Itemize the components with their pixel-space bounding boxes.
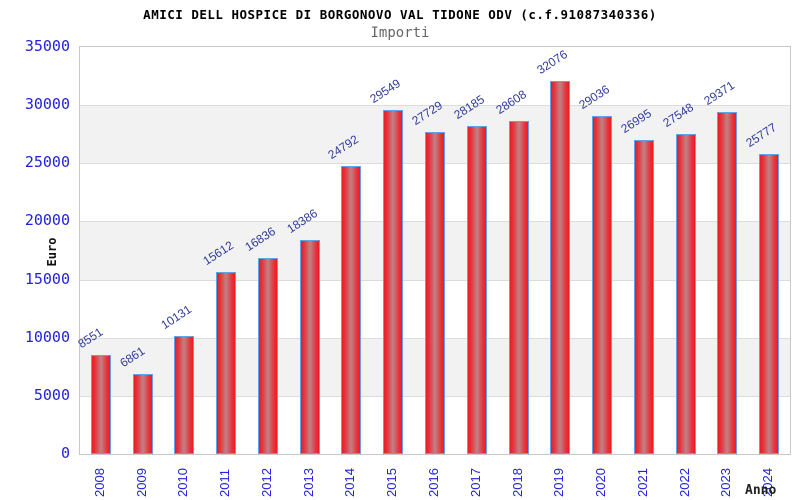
chart-title: AMICI DELL HOSPICE DI BORGONOVO VAL TIDO… bbox=[143, 7, 657, 22]
plot-band bbox=[80, 47, 790, 107]
x-tick-label-2009: 2009 bbox=[133, 468, 149, 497]
bar-2008 bbox=[90, 354, 111, 454]
y-tick-label-25000: 25000 bbox=[24, 153, 70, 172]
x-tick-label-2017: 2017 bbox=[467, 468, 483, 497]
x-tick-label-2014: 2014 bbox=[342, 468, 358, 497]
plot-area bbox=[79, 46, 791, 455]
bar-2023 bbox=[717, 112, 738, 454]
x-tick-label-2008: 2008 bbox=[91, 468, 107, 497]
x-tick-label-2010: 2010 bbox=[175, 468, 191, 497]
y-tick-label-35000: 35000 bbox=[24, 37, 70, 55]
x-tick-label-2021: 2021 bbox=[634, 468, 650, 497]
x-tick-label-2023: 2023 bbox=[718, 468, 734, 497]
bar-2024 bbox=[759, 154, 780, 454]
gridline bbox=[80, 105, 790, 107]
y-tick-label-15000: 15000 bbox=[24, 269, 70, 288]
bar-2019 bbox=[550, 81, 571, 454]
y-axis-title: Euro bbox=[45, 237, 59, 267]
x-tick-label-2016: 2016 bbox=[426, 468, 441, 497]
bar-2010 bbox=[174, 336, 195, 454]
bar-2012 bbox=[257, 258, 278, 454]
x-tick-label-2022: 2022 bbox=[676, 468, 692, 497]
x-tick-label-2020: 2020 bbox=[593, 468, 609, 497]
bar-2015 bbox=[383, 110, 404, 454]
bar-2009 bbox=[132, 374, 153, 454]
bar-2011 bbox=[216, 272, 237, 454]
x-tick-label-2013: 2013 bbox=[300, 468, 316, 497]
bar-2020 bbox=[592, 116, 613, 454]
bar-2022 bbox=[675, 133, 696, 454]
y-tick-label-5000: 5000 bbox=[33, 385, 70, 404]
x-axis-title: Anno bbox=[745, 483, 777, 498]
y-tick-label-20000: 20000 bbox=[24, 211, 70, 230]
x-tick-label-2018: 2018 bbox=[509, 468, 525, 497]
chart-subtitle: Importi bbox=[370, 25, 430, 41]
bar-2018 bbox=[508, 121, 529, 454]
bar-2014 bbox=[341, 165, 362, 454]
x-tick-label-2011: 2011 bbox=[217, 469, 233, 497]
y-tick-label-0: 0 bbox=[60, 444, 70, 462]
bar-2013 bbox=[299, 240, 320, 454]
y-tick-label-10000: 10000 bbox=[24, 327, 70, 346]
bar-2016 bbox=[425, 131, 445, 454]
y-tick-label-30000: 30000 bbox=[24, 95, 70, 114]
x-tick-label-2015: 2015 bbox=[384, 468, 400, 497]
bar-2017 bbox=[466, 126, 487, 454]
x-tick-label-2012: 2012 bbox=[258, 468, 274, 497]
bar-2021 bbox=[633, 140, 654, 454]
x-tick-label-2019: 2019 bbox=[551, 468, 567, 497]
